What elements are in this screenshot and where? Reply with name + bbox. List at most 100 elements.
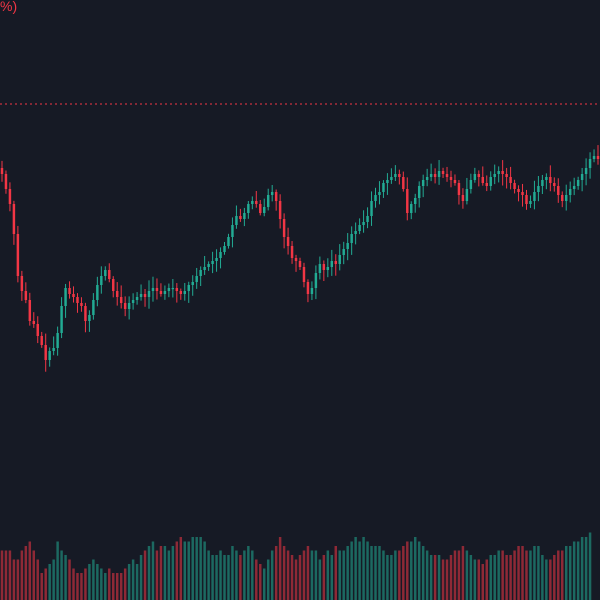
candle-body [429, 174, 433, 177]
volume-bar [239, 555, 242, 600]
volume-bar [362, 537, 365, 600]
candle-body [445, 174, 449, 177]
candle-body [441, 171, 445, 174]
candle-body [24, 291, 28, 300]
candle-body [20, 276, 24, 291]
candle-body [481, 177, 485, 183]
candle-body [306, 282, 310, 294]
volume-bar [167, 550, 171, 600]
candle-body [247, 204, 250, 213]
volume-bar [374, 546, 377, 600]
candle-body [8, 189, 12, 204]
candle-body [457, 183, 461, 195]
volume-bar [394, 550, 397, 600]
volume-bar [231, 546, 234, 600]
candle-body [12, 204, 16, 234]
volume-bar [354, 537, 357, 600]
candle-body [402, 177, 405, 189]
volume-bar [104, 573, 107, 600]
candle-body [501, 171, 504, 174]
candle-body [378, 192, 381, 195]
volume-bar [425, 550, 429, 600]
volume-bar [64, 555, 67, 600]
candle-body [56, 333, 59, 348]
candle-body [509, 177, 512, 183]
volume-bar [505, 555, 508, 600]
volume-bar [40, 573, 43, 600]
volume-bar [406, 541, 409, 600]
volume-bar [219, 550, 222, 600]
volume-bar [433, 555, 437, 600]
volume-bar [525, 550, 528, 600]
volume-bar [294, 559, 298, 600]
volume-bar [127, 564, 131, 600]
candle-body [270, 192, 274, 195]
candle-body [294, 258, 298, 261]
volume-bar [465, 550, 469, 600]
candle-body [175, 288, 179, 291]
candle-body [584, 168, 588, 174]
volume-bar [358, 541, 361, 600]
volume-bar [80, 573, 83, 600]
candle-body [135, 297, 139, 300]
candle-body [398, 174, 401, 177]
candle-body [139, 294, 143, 297]
volume-bar [557, 550, 560, 600]
volume-bar [334, 546, 337, 600]
candle-body [576, 180, 580, 186]
volume-bar [346, 546, 349, 600]
volume-bar [100, 568, 103, 600]
volume-bar [135, 564, 139, 600]
volume-bar [96, 564, 99, 600]
volume-bar [32, 550, 36, 600]
volume-bar [342, 550, 345, 600]
candle-body [362, 222, 365, 225]
volume-bar [350, 541, 353, 600]
volume-bar [572, 541, 576, 600]
volume-bar [382, 550, 385, 600]
volume-bar [509, 555, 512, 600]
volume-bar [370, 546, 373, 600]
candle-body [215, 258, 218, 261]
candle-body [561, 195, 564, 201]
volume-bar [410, 541, 413, 600]
volume-bar [88, 564, 91, 600]
volume-bar [580, 537, 584, 600]
volume-bar [163, 546, 167, 600]
volume-bar [533, 546, 536, 600]
candle-body [0, 168, 4, 174]
candle-body [449, 177, 453, 180]
candle-body [322, 264, 326, 270]
candle-body [541, 180, 544, 186]
volume-bar [72, 568, 75, 600]
candle-body [60, 306, 63, 333]
volume-bar [68, 559, 71, 600]
volume-bar [437, 555, 441, 600]
volume-bar [318, 559, 322, 600]
candle-body [159, 291, 163, 294]
volume-bar [20, 550, 24, 600]
candle-body [465, 189, 469, 201]
volume-bar [263, 568, 266, 600]
candle-body [88, 315, 91, 321]
candle-body [123, 303, 127, 309]
candle-body [310, 288, 314, 294]
volume-bar [564, 546, 568, 600]
candle-body [370, 201, 373, 216]
candle-body [199, 270, 202, 276]
candle-body [179, 291, 183, 294]
volume-bar [461, 546, 465, 600]
volume-bar [537, 546, 540, 600]
volume-bar [314, 550, 318, 600]
candle-body [143, 294, 147, 297]
volume-bar [183, 541, 186, 600]
volume-bar [16, 559, 20, 600]
volume-bar [429, 555, 433, 600]
candle-body [513, 183, 516, 189]
candle-body [64, 288, 67, 306]
volume-bar [366, 541, 369, 600]
candle-body [568, 189, 572, 195]
candle-body [433, 174, 437, 177]
volume-bar [330, 555, 334, 600]
candle-body [358, 225, 361, 231]
